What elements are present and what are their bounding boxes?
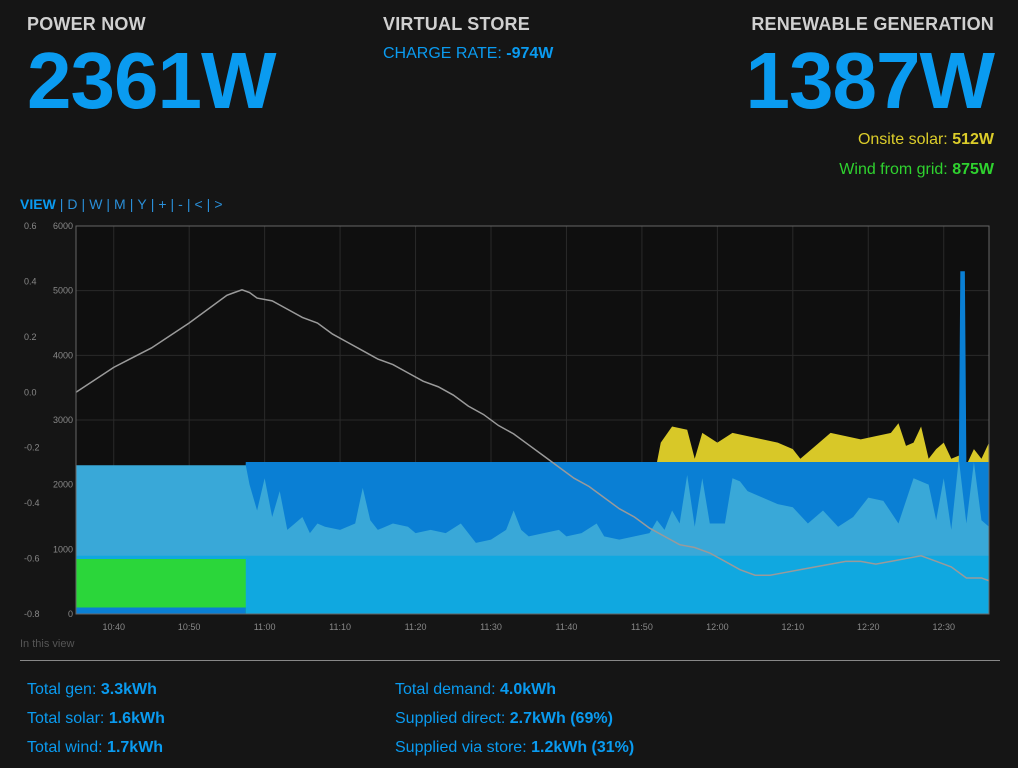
stat-total-solar: Total solar: 1.6kWh [27,709,165,738]
x-axis-tick: 11:20 [405,622,427,632]
power-now-value: 2361W [27,36,276,125]
virtual-store-panel: VIRTUAL STORE CHARGE RATE: -974W [383,14,553,63]
left-axis-tick: 0.0 [24,387,37,397]
stat-value: 1.7kWh [107,739,164,756]
divider [20,660,1000,661]
stat-label: Total wind: [27,739,103,756]
stat-label: Supplied via store: [395,739,527,756]
value-axis-tick: 4000 [53,350,73,360]
left-axis-tick: -0.2 [24,443,40,453]
power-chart[interactable]: 0.6 0.4 0.2 0.0 -0.2 -0.4 -0.6 -0.8 6000 5000 4000… [0,214,1018,634]
nav-zoom-out[interactable]: - [178,196,183,212]
value-axis-tick: 2000 [53,480,73,490]
renewable-generation-label: RENEWABLE GENERATION [751,14,994,34]
x-axis-tick: 11:30 [480,622,502,632]
stats-left: Total gen: 3.3kWh Total solar: 1.6kWh To… [27,680,165,767]
view-label: VIEW [20,196,56,212]
stats-right: Total demand: 4.0kWh Supplied direct: 2.… [395,680,634,767]
left-axis-tick: 0.6 [24,221,37,231]
stat-value: 2.7kWh (69%) [509,710,613,727]
onsite-solar-value: 512W [952,131,994,148]
x-axis-tick: 12:20 [857,622,880,632]
wind-from-grid-value: 875W [952,161,994,178]
onsite-solar: Onsite solar: 512W [746,131,994,149]
stat-total-demand: Total demand: 4.0kWh [395,680,634,709]
nav-month[interactable]: M [114,196,126,212]
line-series-6 [75,288,990,582]
wind-from-grid: Wind from grid: 875W [746,161,994,179]
value-axis-tick: 6000 [53,221,73,231]
x-axis-tick: 12:00 [706,622,729,632]
left-axis-tick: -0.4 [24,498,40,508]
charge-rate-label: CHARGE RATE: [383,45,502,62]
x-axis-tick: 10:40 [102,622,125,632]
left-axis-tick: -0.6 [24,554,40,564]
left-axis-tick: -0.8 [24,609,40,619]
area-series-4 [76,559,246,614]
value-axis-tick: 3000 [53,415,73,425]
area-series-5 [76,607,246,614]
renewable-generation-panel: RENEWABLE GENERATION 1387W Onsite solar:… [745,14,995,179]
x-axis-tick: 11:50 [631,622,653,632]
stat-value: 4.0kWh [499,681,556,698]
x-axis-tick: 10:50 [178,622,201,632]
wind-from-grid-label: Wind from grid: [839,161,948,178]
plot-border [75,225,990,615]
x-axis-tick: 12:30 [932,622,955,632]
nav-week[interactable]: W [89,196,103,212]
x-axis-tick: 11:10 [329,622,351,632]
in-view-label: In this view [20,638,75,650]
stat-supplied-direct: Supplied direct: 2.7kWh (69%) [395,709,634,738]
stat-supplied-via-store: Supplied via store: 1.2kWh (31%) [395,738,634,767]
renewable-generation-value: 1387W [745,36,995,125]
nav-back[interactable]: < [194,196,203,212]
stat-value: 3.3kWh [100,681,157,698]
left-axis-tick: 0.2 [24,332,37,342]
stat-value: 1.2kWh (31%) [531,739,635,756]
stat-value: 1.6kWh [108,710,165,727]
power-now-panel: POWER NOW 2361W [27,14,276,125]
stat-label: Total solar: [27,710,105,727]
virtual-store-label: VIRTUAL STORE [383,14,530,34]
nav-zoom-in[interactable]: + [158,196,167,212]
nav-day[interactable]: D [67,196,78,212]
onsite-solar-label: Onsite solar: [857,131,948,148]
value-axis-tick: 1000 [53,544,73,554]
stat-label: Supplied direct: [395,710,506,727]
nav-year[interactable]: Y [137,196,147,212]
value-axis-tick: 0 [68,609,73,619]
x-axis-tick: 11:00 [254,622,276,632]
stat-total-wind: Total wind: 1.7kWh [27,738,165,767]
x-axis-tick: 12:10 [782,622,805,632]
charge-rate: CHARGE RATE: -974W [383,45,553,63]
stat-total-gen: Total gen: 3.3kWh [27,680,165,709]
nav-forward[interactable]: > [214,196,223,212]
view-nav: VIEW | D | W | M | Y | + | - | < | > [20,196,223,212]
left-axis-tick: 0.4 [24,276,37,286]
power-now-label: POWER NOW [27,14,146,34]
value-axis-tick: 5000 [53,286,73,296]
stat-label: Total gen: [27,681,97,698]
stat-label: Total demand: [395,681,496,698]
charge-rate-value: -974W [506,45,554,62]
area-series-3 [76,555,989,614]
x-axis-tick: 11:40 [556,622,578,632]
